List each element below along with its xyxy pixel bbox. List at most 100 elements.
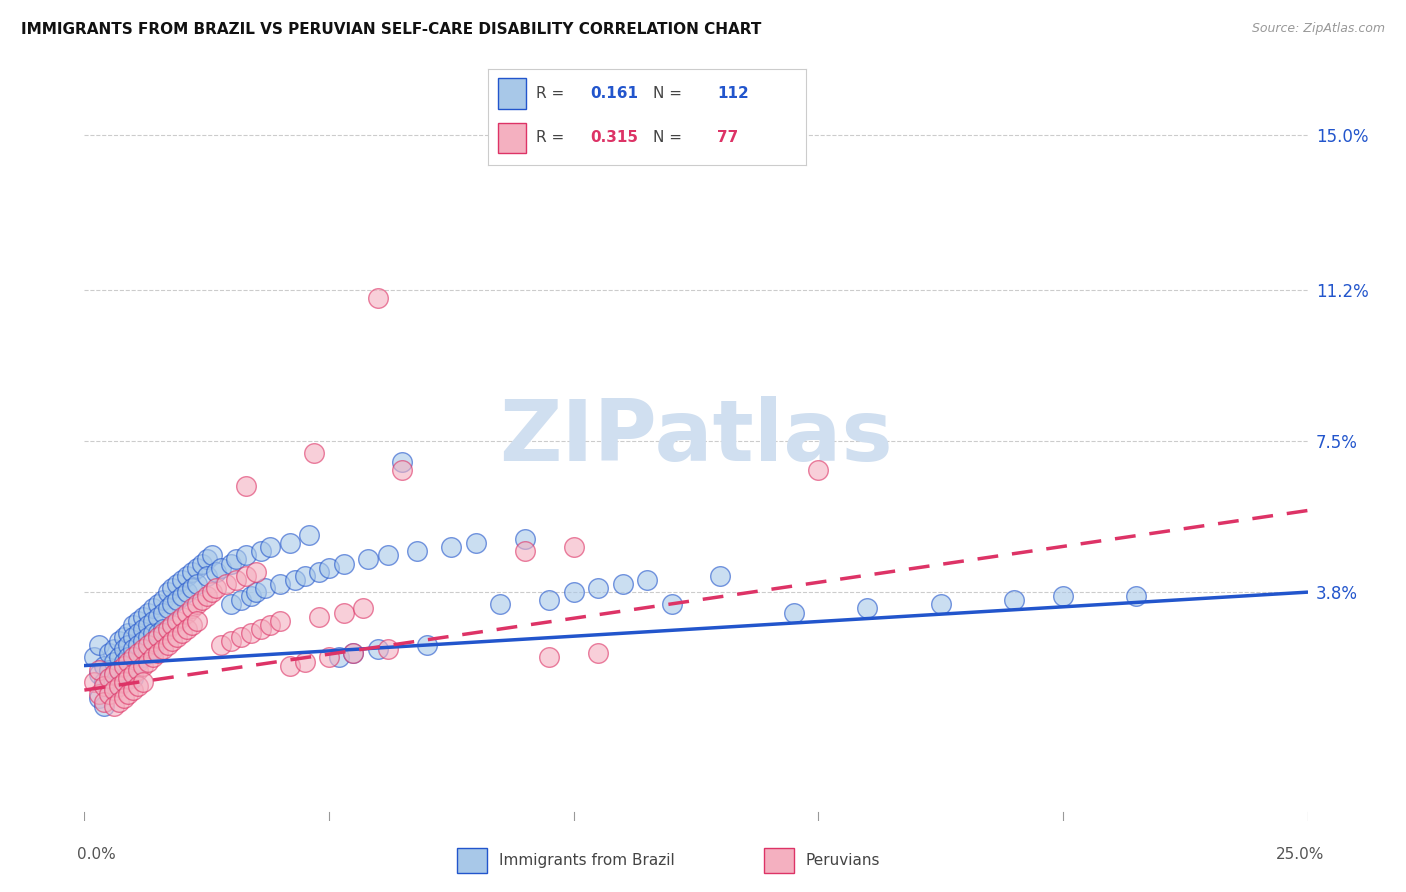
Point xyxy=(181,581,204,595)
Point xyxy=(97,663,120,677)
Point xyxy=(166,577,188,591)
Point xyxy=(245,565,267,579)
Point xyxy=(93,699,115,714)
Point xyxy=(162,581,184,595)
Point xyxy=(172,626,194,640)
Point xyxy=(132,674,155,689)
Point xyxy=(166,614,188,628)
Point xyxy=(357,552,380,566)
Point xyxy=(146,646,169,660)
Point xyxy=(103,655,125,669)
Point xyxy=(136,630,159,644)
Point xyxy=(127,638,149,652)
Point xyxy=(489,598,512,612)
Point xyxy=(127,646,149,660)
Point xyxy=(709,569,731,583)
Point xyxy=(269,614,291,628)
Point xyxy=(93,674,115,689)
Point xyxy=(122,617,145,632)
Bar xyxy=(765,848,794,872)
Point xyxy=(181,565,204,579)
Point xyxy=(122,683,145,698)
Point xyxy=(229,630,252,644)
Point xyxy=(176,622,198,636)
Point xyxy=(661,598,683,612)
Point xyxy=(186,614,208,628)
Point xyxy=(318,560,340,574)
Point xyxy=(783,606,806,620)
Point xyxy=(235,569,257,583)
Point xyxy=(181,617,204,632)
Point xyxy=(132,658,155,673)
Point xyxy=(146,609,169,624)
Point xyxy=(136,638,159,652)
Point xyxy=(107,650,129,665)
Point xyxy=(146,630,169,644)
Point xyxy=(87,691,110,706)
Point xyxy=(103,699,125,714)
Point xyxy=(146,598,169,612)
Point xyxy=(235,549,257,563)
Point xyxy=(87,687,110,701)
Point xyxy=(249,622,271,636)
Point xyxy=(538,650,561,665)
Point xyxy=(219,598,242,612)
Point xyxy=(239,589,262,603)
Point xyxy=(107,663,129,677)
Point xyxy=(122,671,145,685)
Point xyxy=(87,638,110,652)
Point xyxy=(186,560,208,574)
Point xyxy=(93,695,115,709)
Point xyxy=(332,557,354,571)
Point xyxy=(127,679,149,693)
Point xyxy=(142,650,165,665)
Point xyxy=(856,601,879,615)
Text: Peruvians: Peruvians xyxy=(806,853,880,868)
Point xyxy=(132,622,155,636)
Point xyxy=(195,589,218,603)
Point xyxy=(209,638,232,652)
Point xyxy=(87,663,110,677)
Point xyxy=(176,569,198,583)
Point xyxy=(112,674,135,689)
Point xyxy=(152,593,174,607)
Point xyxy=(205,581,228,595)
Point xyxy=(562,585,585,599)
Point xyxy=(235,479,257,493)
Point xyxy=(284,573,307,587)
Point xyxy=(152,606,174,620)
Point xyxy=(219,557,242,571)
Point xyxy=(200,585,222,599)
Point xyxy=(1125,589,1147,603)
Point xyxy=(166,630,188,644)
Point xyxy=(219,634,242,648)
Point xyxy=(97,646,120,660)
Point xyxy=(225,573,247,587)
Point xyxy=(97,671,120,685)
Point xyxy=(308,565,330,579)
Point xyxy=(367,642,389,657)
Point xyxy=(156,601,179,615)
Text: ZIPatlas: ZIPatlas xyxy=(499,395,893,479)
Point xyxy=(142,614,165,628)
Point xyxy=(93,658,115,673)
Point xyxy=(929,598,952,612)
Point xyxy=(215,577,238,591)
Point xyxy=(132,642,155,657)
Point xyxy=(112,658,135,673)
Point xyxy=(176,585,198,599)
Point xyxy=(342,646,364,660)
Point xyxy=(367,291,389,305)
Point xyxy=(195,552,218,566)
Point xyxy=(225,552,247,566)
Bar xyxy=(457,848,486,872)
Point xyxy=(464,536,486,550)
Point xyxy=(245,585,267,599)
Point xyxy=(298,528,321,542)
Point xyxy=(103,683,125,698)
Point xyxy=(122,666,145,681)
Text: 25.0%: 25.0% xyxy=(1277,847,1324,862)
Point xyxy=(328,650,350,665)
Point xyxy=(229,593,252,607)
Point xyxy=(172,609,194,624)
